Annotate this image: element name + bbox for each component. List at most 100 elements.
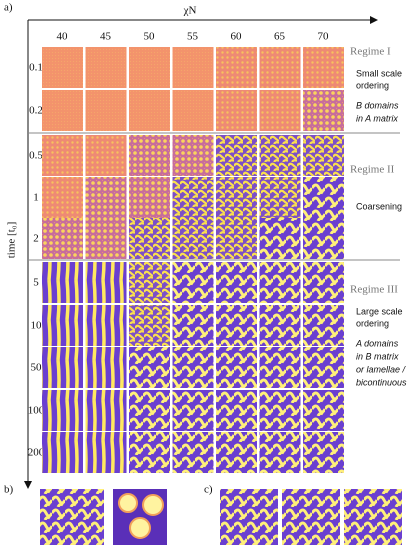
simulation-cell [303, 135, 344, 176]
row-label: 100 [28, 405, 45, 417]
simulation-cell [259, 305, 301, 346]
regime-note: Large scale [356, 306, 403, 316]
simulation-cell [129, 218, 170, 259]
simulation-cell [216, 90, 257, 131]
row-label: 2 [33, 233, 39, 245]
simulation-cell [85, 135, 127, 176]
simulation-cell [216, 177, 257, 218]
simulation-cell [259, 90, 301, 131]
simulation-cell [42, 390, 83, 431]
simulation-cell [85, 347, 127, 388]
row-label: 10 [31, 320, 43, 332]
simulation-cell [216, 262, 257, 303]
simulation-cell [129, 47, 170, 88]
regime-note: in B matrix [356, 351, 399, 361]
simulation-cell [129, 135, 170, 176]
simulation-cell [85, 218, 127, 259]
simulation-cell [172, 218, 214, 259]
simulation-cell [129, 262, 170, 303]
simulation-cell [172, 347, 214, 388]
regime-note: in A matrix [356, 113, 398, 123]
simulation-cell [303, 218, 344, 259]
simulation-cell [303, 47, 344, 88]
row-label: 0.5 [29, 150, 43, 162]
simulation-cell [303, 432, 344, 473]
simulation-cell [303, 262, 344, 303]
simulation-cell [129, 347, 170, 388]
simulation-cell [42, 47, 83, 88]
panel-label: b) [4, 484, 14, 496]
simulation-cell [303, 177, 344, 218]
simulation-cell [216, 390, 257, 431]
column-label: 70 [318, 31, 330, 43]
simulation-cell [259, 262, 301, 303]
column-label: 40 [57, 31, 69, 43]
simulation-cell [303, 347, 344, 388]
zoom-image [282, 489, 340, 545]
simulation-cell [85, 90, 127, 131]
simulation-cell [303, 90, 344, 131]
simulation-cell [172, 262, 214, 303]
row-label: 200 [28, 447, 45, 459]
simulation-cell [129, 305, 170, 346]
simulation-cell [216, 432, 257, 473]
regime-note: ordering [356, 80, 389, 90]
zoom-domains [118, 493, 164, 539]
row-label: 5 [33, 277, 39, 289]
simulation-cell [303, 390, 344, 431]
simulation-cell [259, 432, 301, 473]
simulation-cell [172, 47, 214, 88]
simulation-cell [42, 135, 83, 176]
regime-note: bicontinuous [356, 377, 407, 387]
regime-note: A domains [355, 338, 399, 348]
simulation-cell [216, 135, 257, 176]
simulation-cell [42, 432, 83, 473]
simulation-cell [129, 390, 170, 431]
regime-note: or lamellae / [356, 364, 407, 374]
simulation-cell [172, 305, 214, 346]
simulation-cell [42, 305, 83, 346]
simulation-cell [216, 305, 257, 346]
row-label: 0.2 [29, 105, 43, 117]
simulation-cell [42, 90, 83, 131]
zoom-image [344, 489, 402, 545]
simulation-cell [216, 218, 257, 259]
simulation-cell [129, 432, 170, 473]
simulation-cell [85, 432, 127, 473]
simulation-cell [42, 218, 83, 259]
zoom-image [220, 489, 278, 545]
simulation-cell [85, 305, 127, 346]
row-label: 50 [31, 362, 43, 374]
row-label: 0.1 [29, 62, 43, 74]
regime-note: Coarsening [356, 201, 402, 211]
regime-note: Small scale [356, 68, 402, 78]
panel-label: c) [204, 484, 213, 496]
simulation-cell [216, 47, 257, 88]
y-axis-label: time [t₀] [6, 222, 18, 259]
column-label: 45 [100, 31, 112, 43]
column-label: 55 [187, 31, 199, 43]
regime-title: Regime I [350, 46, 391, 58]
simulation-cell [172, 390, 214, 431]
simulation-cell [42, 177, 83, 218]
simulation-cell [259, 177, 301, 218]
simulation-cell [42, 262, 83, 303]
simulation-cell [129, 90, 170, 131]
zoom-image [40, 489, 104, 545]
simulation-cell [259, 135, 301, 176]
simulation-cell [259, 347, 301, 388]
simulation-cell [172, 135, 214, 176]
simulation-cell [259, 47, 301, 88]
regime-note: B domains [356, 100, 399, 110]
regime-note: ordering [356, 318, 389, 328]
simulation-cell [85, 390, 127, 431]
column-label: 65 [274, 31, 286, 43]
column-label: 50 [144, 31, 156, 43]
x-axis-label: χN [183, 5, 197, 17]
regime-title: Regime III [350, 284, 398, 296]
simulation-cell [42, 347, 83, 388]
simulation-cell [259, 218, 301, 259]
simulation-cell [129, 177, 170, 218]
regime-title: Regime II [350, 164, 395, 176]
